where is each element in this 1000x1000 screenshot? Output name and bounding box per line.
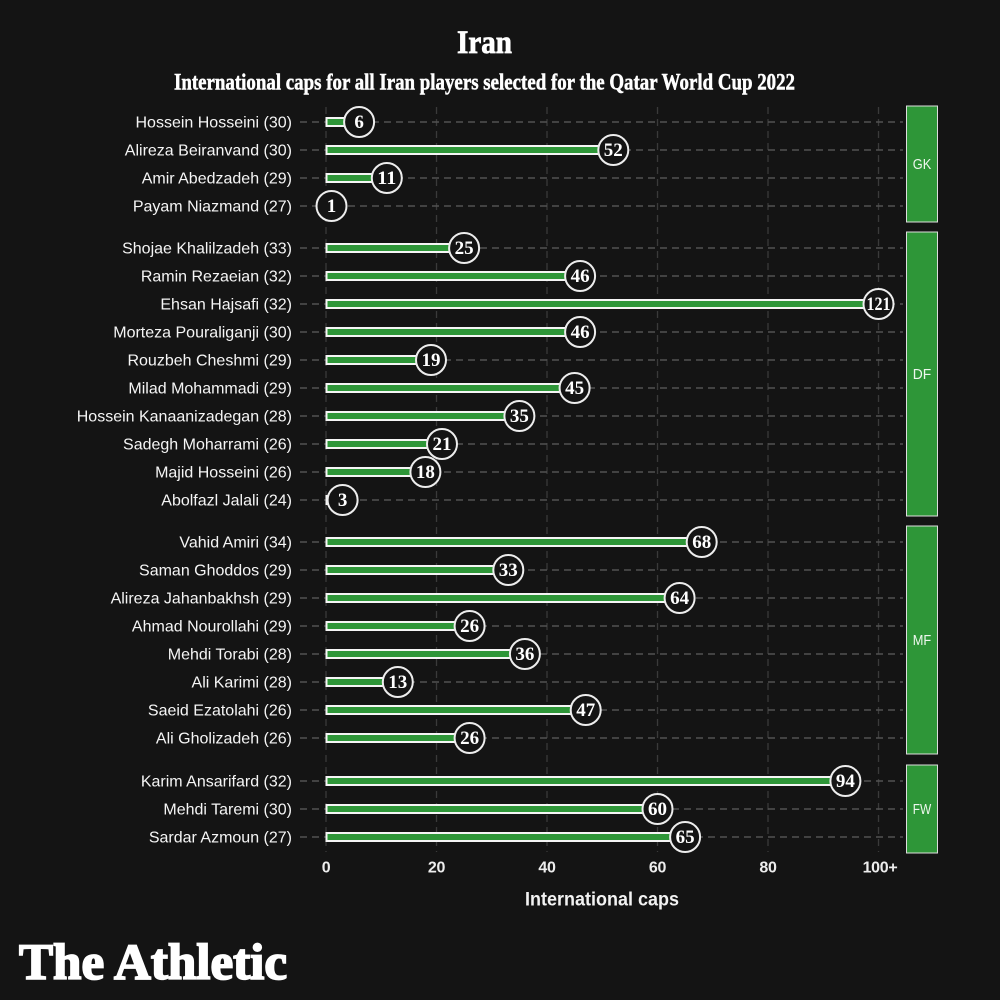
svg-text:46: 46 [571, 266, 590, 287]
svg-text:0: 0 [322, 860, 331, 877]
svg-text:21: 21 [433, 434, 452, 455]
svg-text:Iran: Iran [457, 25, 512, 61]
svg-text:MF: MF [913, 632, 932, 649]
svg-text:94: 94 [836, 771, 856, 792]
svg-text:FW: FW [913, 801, 932, 818]
svg-text:Rouzbeh Cheshmi (29): Rouzbeh Cheshmi (29) [127, 353, 292, 370]
svg-text:3: 3 [338, 490, 348, 511]
svg-text:100+: 100+ [863, 860, 898, 877]
svg-text:Sardar Azmoun (27): Sardar Azmoun (27) [149, 830, 292, 847]
svg-text:Mehdi Taremi (30): Mehdi Taremi (30) [163, 802, 292, 819]
svg-text:Amir Abedzadeh (29): Amir Abedzadeh (29) [142, 171, 292, 188]
svg-text:Hossein Hosseini (30): Hossein Hosseini (30) [135, 115, 292, 132]
svg-text:80: 80 [759, 860, 777, 877]
svg-text:Ali Karimi (28): Ali Karimi (28) [192, 675, 292, 692]
svg-text:Majid Hosseini (26): Majid Hosseini (26) [155, 465, 292, 482]
svg-text:6: 6 [354, 112, 364, 133]
svg-text:60: 60 [648, 799, 667, 820]
svg-text:Ehsan Hajsafi (32): Ehsan Hajsafi (32) [160, 297, 292, 314]
svg-text:46: 46 [571, 322, 590, 343]
svg-text:Abolfazl Jalali (24): Abolfazl Jalali (24) [161, 493, 292, 510]
svg-text:Ahmad Nourollahi (29): Ahmad Nourollahi (29) [132, 619, 292, 636]
svg-text:45: 45 [565, 378, 584, 399]
svg-text:International caps: International caps [525, 889, 679, 911]
svg-text:Ali Gholizadeh (26): Ali Gholizadeh (26) [156, 731, 292, 748]
svg-text:Sadegh Moharrami (26): Sadegh Moharrami (26) [123, 437, 292, 454]
svg-text:Payam Niazmand (27): Payam Niazmand (27) [133, 199, 292, 216]
svg-text:Mehdi Torabi (28): Mehdi Torabi (28) [168, 647, 292, 664]
svg-text:36: 36 [515, 644, 534, 665]
svg-text:Saeid Ezatolahi (26): Saeid Ezatolahi (26) [148, 703, 292, 720]
svg-text:40: 40 [538, 860, 556, 877]
svg-text:35: 35 [510, 406, 529, 427]
svg-text:121: 121 [867, 294, 891, 315]
svg-text:1: 1 [327, 196, 337, 217]
svg-text:Saman Ghoddos (29): Saman Ghoddos (29) [139, 563, 292, 580]
svg-text:19: 19 [422, 350, 441, 371]
svg-text:Ramin Rezaeian (32): Ramin Rezaeian (32) [141, 269, 292, 286]
svg-text:DF: DF [913, 366, 932, 383]
svg-text:Shojae Khalilzadeh (33): Shojae Khalilzadeh (33) [122, 241, 292, 258]
svg-text:13: 13 [388, 672, 407, 693]
svg-text:GK: GK [913, 156, 932, 173]
svg-text:64: 64 [670, 588, 690, 609]
svg-text:68: 68 [692, 532, 711, 553]
svg-text:60: 60 [649, 860, 667, 877]
svg-text:Morteza Pouraliganji (30): Morteza Pouraliganji (30) [113, 325, 292, 342]
svg-text:Vahid Amiri (34): Vahid Amiri (34) [179, 535, 292, 552]
svg-text:33: 33 [499, 560, 518, 581]
svg-text:52: 52 [604, 140, 623, 161]
svg-text:11: 11 [377, 168, 396, 189]
svg-text:The Athletic: The Athletic [19, 935, 287, 991]
svg-text:Karim Ansarifard (32): Karim Ansarifard (32) [141, 774, 292, 791]
svg-text:47: 47 [576, 700, 596, 721]
svg-text:26: 26 [460, 616, 479, 637]
svg-text:Hossein Kanaanizadegan (28): Hossein Kanaanizadegan (28) [77, 409, 292, 426]
svg-text:25: 25 [455, 238, 474, 259]
svg-text:Alireza Jahanbakhsh (29): Alireza Jahanbakhsh (29) [111, 591, 292, 608]
svg-text:International caps for all Ira: International caps for all Iran players … [174, 70, 795, 95]
svg-text:18: 18 [416, 462, 435, 483]
svg-text:65: 65 [676, 827, 695, 848]
svg-text:20: 20 [428, 860, 446, 877]
svg-text:Milad Mohammadi (29): Milad Mohammadi (29) [128, 381, 292, 398]
svg-text:26: 26 [460, 728, 479, 749]
svg-text:Alireza Beiranvand (30): Alireza Beiranvand (30) [125, 143, 292, 160]
